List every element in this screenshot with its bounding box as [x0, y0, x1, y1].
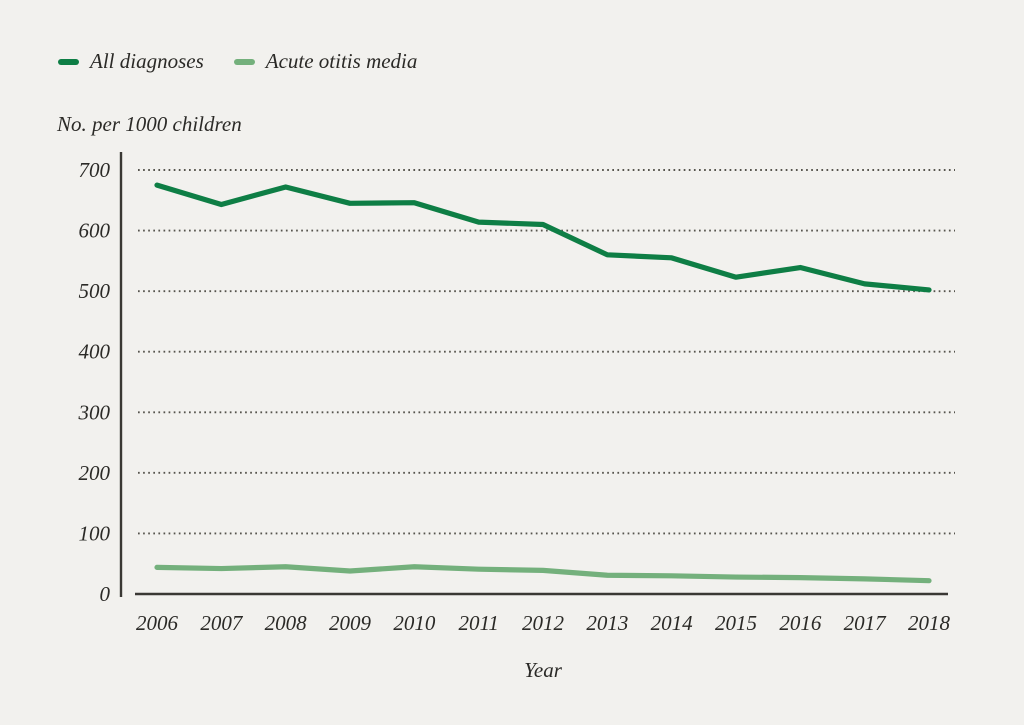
x-tick-label: 2010 [393, 611, 436, 635]
x-tick-label: 2006 [136, 611, 179, 635]
series-line-all-diagnoses [154, 182, 932, 293]
y-axis-title: No. per 1000 children [57, 112, 242, 136]
x-tick-label: 2011 [458, 611, 498, 635]
x-tick-label: 2016 [779, 611, 822, 635]
legend: All diagnoses Acute otitis media [58, 51, 417, 72]
x-axis-title: Year [524, 658, 562, 682]
legend-label-all-diagnoses: All diagnoses [90, 49, 204, 73]
y-tick-label: 700 [79, 158, 111, 182]
x-tick-label: 2012 [522, 611, 565, 635]
x-tick-label: 2014 [651, 611, 694, 635]
y-tick-label: 200 [79, 461, 111, 485]
y-tick-label: 500 [79, 279, 111, 303]
y-tick-label: 0 [100, 582, 111, 606]
x-tick-label: 2017 [844, 611, 888, 635]
x-tick-label: 2015 [715, 611, 757, 635]
y-tick-label: 100 [79, 521, 111, 545]
x-tick-label: 2018 [908, 611, 951, 635]
series-line-acute-otitis-media [154, 564, 932, 584]
x-tick-label: 2009 [329, 611, 372, 635]
legend-swatch-all-diagnoses [58, 58, 79, 65]
y-tick-label: 300 [78, 400, 111, 424]
legend-swatch-acute-otitis-media [233, 58, 255, 65]
y-tick-label: 400 [79, 340, 111, 364]
x-tick-label: 2007 [200, 611, 244, 635]
x-tick-label: 2008 [265, 611, 308, 635]
y-tick-label: 600 [79, 219, 111, 243]
legend-item-acute-otitis-media: Acute otitis media [233, 49, 418, 73]
legend-label-acute-otitis-media: Acute otitis media [265, 49, 418, 73]
legend-item-all-diagnoses: All diagnoses [58, 51, 204, 72]
x-tick-label: 2013 [586, 611, 628, 635]
